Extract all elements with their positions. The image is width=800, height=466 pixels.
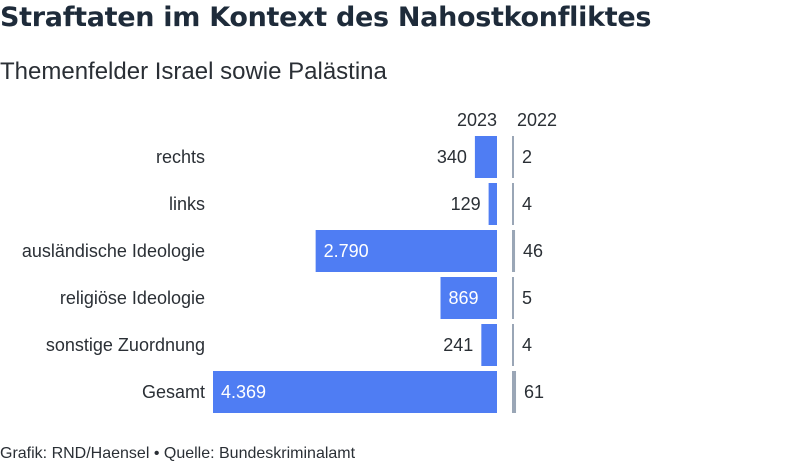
bar-2022 xyxy=(512,324,514,366)
value-label-2022: 2 xyxy=(522,147,532,167)
bar-2023 xyxy=(481,324,497,366)
category-label: rechts xyxy=(156,147,205,167)
bar-2023 xyxy=(315,230,497,272)
series-header-2022: 2022 xyxy=(517,110,557,130)
value-label-2023: 4.369 xyxy=(221,382,266,402)
bar-2022 xyxy=(512,371,517,413)
category-label: links xyxy=(169,194,205,214)
bar-2023 xyxy=(213,371,497,413)
value-label-2022: 4 xyxy=(522,194,532,214)
value-label-2022: 61 xyxy=(524,382,544,402)
series-header-2023: 2023 xyxy=(457,110,497,130)
value-label-2023: 340 xyxy=(437,147,467,167)
category-label: religiöse Ideologie xyxy=(60,288,205,308)
bar-2023 xyxy=(440,277,497,319)
value-label-2023: 129 xyxy=(451,194,481,214)
category-label: Gesamt xyxy=(142,382,205,402)
bar-2023 xyxy=(474,136,497,178)
value-label-2023: 241 xyxy=(443,335,473,355)
bar-2022 xyxy=(512,230,516,272)
chart-title: Straftaten im Kontext des Nahostkonflikt… xyxy=(0,2,652,33)
value-label-2023: 2.790 xyxy=(324,241,369,261)
bar-2022 xyxy=(512,136,514,178)
category-label: sonstige Zuordnung xyxy=(46,335,205,355)
bar-2022 xyxy=(512,183,514,225)
bar-2023 xyxy=(488,183,497,225)
chart-subtitle: Themenfelder Israel sowie Palästina xyxy=(0,58,387,85)
value-label-2023: 869 xyxy=(449,288,479,308)
value-label-2022: 5 xyxy=(522,288,532,308)
bar-2022 xyxy=(512,277,514,319)
category-label: ausländische Ideologie xyxy=(22,241,205,261)
source-note: Grafik: RND/Haensel • Quelle: Bundeskrim… xyxy=(0,445,356,462)
value-label-2022: 46 xyxy=(523,241,543,261)
value-label-2022: 4 xyxy=(522,335,532,355)
